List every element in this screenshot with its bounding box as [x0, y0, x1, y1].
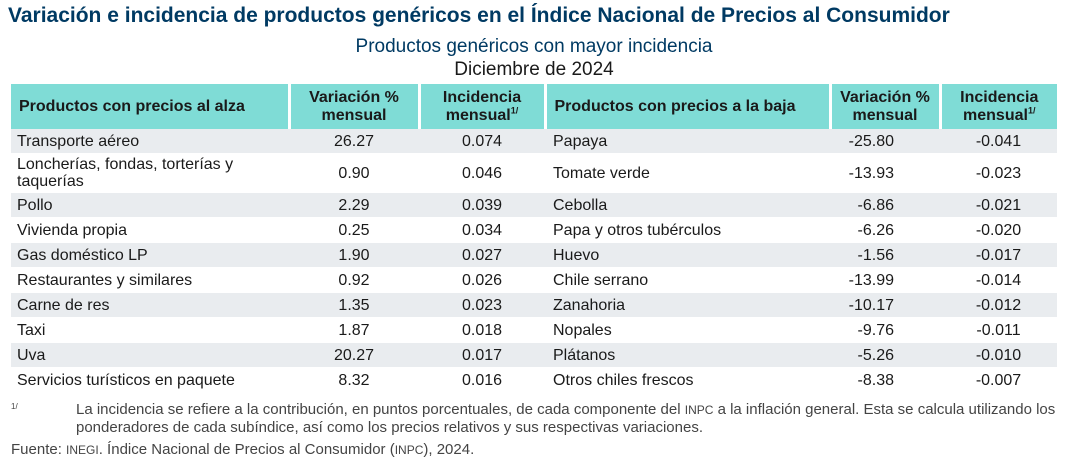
- footnote: 1/ La incidencia se refiere a la contrib…: [11, 401, 1061, 436]
- fall-variation-cell: -5.26: [830, 342, 940, 368]
- fall-variation-cell: -13.99: [830, 267, 940, 293]
- fall-incidence-cell: -0.017: [940, 242, 1057, 268]
- rise-variation-cell: 2.29: [289, 192, 419, 218]
- rise-product-cell: Carne de res: [11, 292, 289, 318]
- fall-incidence-cell: -0.007: [940, 367, 1057, 393]
- report-period: Diciembre de 2024: [454, 59, 614, 80]
- rise-product-cell: Restaurantes y similares: [11, 267, 289, 293]
- fall-product-cell: Zanahoria: [545, 292, 830, 318]
- rise-incidence-cell: 0.017: [419, 342, 545, 368]
- fall-product-cell: Plátanos: [545, 342, 830, 368]
- rise-incidence-cell: 0.034: [419, 217, 545, 243]
- fall-product-cell: Papa y otros tubérculos: [545, 217, 830, 243]
- fall-variation-cell: -8.38: [830, 367, 940, 393]
- footnote-marker: 1/: [11, 402, 18, 411]
- fall-variation-cell: -9.76: [830, 317, 940, 343]
- table-row: Uva 20.27 0.017 Plátanos -5.26 -0.010: [11, 342, 1057, 368]
- header-fall-products: Productos con precios a la baja: [543, 84, 830, 129]
- header-fall-incidence: Incidencia mensual1/: [938, 84, 1057, 129]
- table-row: Transporte aéreo 26.27 0.074 Papaya -25.80 -0…: [11, 129, 1057, 154]
- rise-product-cell: Transporte aéreo: [11, 129, 289, 154]
- fall-product-cell: Papaya: [545, 129, 830, 154]
- rise-incidence-cell: 0.039: [419, 192, 545, 218]
- rise-product-cell: Pollo: [11, 192, 289, 218]
- rise-product-cell: Vivienda propia: [11, 217, 289, 243]
- fall-incidence-cell: -0.014: [940, 267, 1057, 293]
- rise-variation-cell: 0.92: [289, 267, 419, 293]
- rise-variation-cell: 0.90: [289, 153, 419, 193]
- rise-product-cell: Gas doméstico LP: [11, 242, 289, 268]
- fall-variation-cell: -25.80: [830, 129, 940, 154]
- report-title: Variación e incidencia de productos gené…: [8, 4, 950, 27]
- footnote-mark: 1/: [1027, 105, 1036, 116]
- fall-product-cell: Chile serrano: [545, 267, 830, 293]
- fall-variation-cell: -6.86: [830, 192, 940, 218]
- rise-incidence-cell: 0.016: [419, 367, 545, 393]
- fall-incidence-cell: -0.020: [940, 217, 1057, 243]
- table-row: Gas doméstico LP 1.90 0.027 Huevo -1.56 -0.01…: [11, 242, 1057, 268]
- fall-incidence-cell: -0.041: [940, 129, 1057, 154]
- fall-variation-cell: -6.26: [830, 217, 940, 243]
- table-row: Taxi 1.87 0.018 Nopales -9.76 -0.011: [11, 317, 1057, 343]
- rise-variation-cell: 1.87: [289, 317, 419, 343]
- rise-variation-cell: 26.27: [289, 129, 419, 154]
- table-row: Pollo 2.29 0.039 Cebolla -6.86 -0.021: [11, 192, 1057, 218]
- fall-variation-cell: -1.56: [830, 242, 940, 268]
- fall-incidence-cell: -0.021: [940, 192, 1057, 218]
- fall-incidence-cell: -0.011: [940, 317, 1057, 343]
- footnote-mark: 1/: [510, 105, 519, 116]
- fall-variation-cell: -13.93: [830, 153, 940, 193]
- rise-product-cell: Uva: [11, 342, 289, 368]
- rise-incidence-cell: 0.027: [419, 242, 545, 268]
- table-row: Loncherías, fondas, torterías y taquería…: [11, 153, 1057, 193]
- rise-incidence-cell: 0.023: [419, 292, 545, 318]
- rise-incidence-cell: 0.026: [419, 267, 545, 293]
- table-row: Carne de res 1.35 0.023 Zanahoria -10.17 -0.0…: [11, 292, 1057, 318]
- rise-variation-cell: 0.25: [289, 217, 419, 243]
- source-note: Fuente: INEGI. Índice Nacional de Precio…: [11, 441, 475, 458]
- fall-incidence-cell: -0.012: [940, 292, 1057, 318]
- fall-incidence-cell: -0.023: [940, 153, 1057, 193]
- table-row: Servicios turísticos en paquete 8.32 0.016…: [11, 367, 1057, 393]
- rise-incidence-cell: 0.074: [419, 129, 545, 154]
- fall-product-cell: Tomate verde: [545, 153, 830, 193]
- rise-variation-cell: 1.90: [289, 242, 419, 268]
- report-subtitle: Productos genéricos con mayor incidencia: [355, 36, 713, 57]
- rise-incidence-cell: 0.018: [419, 317, 545, 343]
- table-row: Vivienda propia 0.25 0.034 Papa y otros tub…: [11, 217, 1057, 243]
- header-rise-products: Productos con precios al alza: [11, 84, 289, 129]
- rise-product-cell: Loncherías, fondas, torterías y taquería…: [11, 153, 289, 193]
- rise-variation-cell: 20.27: [289, 342, 419, 368]
- fall-product-cell: Nopales: [545, 317, 830, 343]
- rise-product-cell: Taxi: [11, 317, 289, 343]
- fall-variation-cell: -10.17: [830, 292, 940, 318]
- header-fall-variation: Variación % mensual: [828, 84, 940, 129]
- fall-product-cell: Otros chiles frescos: [545, 367, 830, 393]
- footnote-text: La incidencia se refiere a la contribuci…: [76, 401, 1056, 436]
- rise-incidence-cell: 0.046: [419, 153, 545, 193]
- fall-product-cell: Cebolla: [545, 192, 830, 218]
- incidence-table: Productos con precios al alza Variación …: [11, 84, 1057, 393]
- rise-variation-cell: 8.32: [289, 367, 419, 393]
- fall-product-cell: Huevo: [545, 242, 830, 268]
- header-rise-incidence: Incidencia mensual1/: [417, 84, 545, 129]
- rise-product-cell: Servicios turísticos en paquete: [11, 367, 289, 393]
- table-header-row: Productos con precios al alza Variación …: [11, 84, 1057, 129]
- table-row: Restaurantes y similares 0.92 0.026 Chile s…: [11, 267, 1057, 293]
- header-rise-variation: Variación % mensual: [287, 84, 419, 129]
- fall-incidence-cell: -0.010: [940, 342, 1057, 368]
- rise-variation-cell: 1.35: [289, 292, 419, 318]
